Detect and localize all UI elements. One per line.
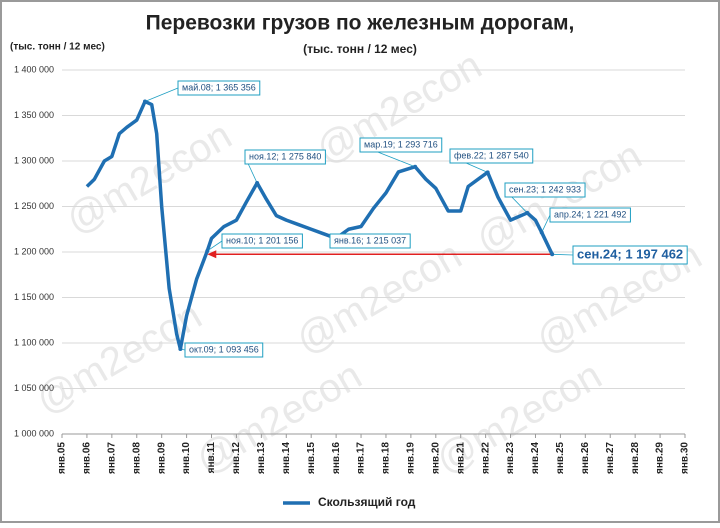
y-axis-label: (тыс. тонн / 12 мес) [10, 42, 105, 53]
annotation-box [221, 233, 303, 249]
y-tick-label: 1 050 000 [14, 383, 54, 393]
x-tick-label: янв.19 [406, 442, 417, 474]
annotation-label: фев.22; 1 287 540 [454, 150, 529, 160]
y-tick-label: 1 400 000 [14, 64, 54, 74]
x-tick-label: янв.15 [306, 442, 317, 474]
annotation-point [255, 180, 260, 185]
x-tick-label: янв.17 [356, 442, 367, 474]
x-tick-label: янв.23 [505, 442, 516, 474]
x-tick-label: янв.07 [106, 442, 117, 474]
annotation-leader [541, 214, 551, 233]
x-tick-label: янв.30 [680, 442, 691, 474]
y-tick-label: 1 200 000 [14, 246, 54, 256]
x-tick-label: янв.25 [555, 442, 566, 474]
y-tick-label: 1 100 000 [14, 337, 54, 347]
x-tick-label: янв.29 [655, 442, 666, 474]
annotation-point [413, 164, 418, 169]
annotation-point [178, 346, 183, 351]
x-tick-label: янв.08 [131, 442, 142, 474]
x-tick-label: янв.13 [256, 442, 267, 474]
annotation-point [485, 170, 490, 175]
annotation-label: май.08; 1 365 356 [182, 82, 256, 92]
annotation-label: окт.09; 1 093 456 [189, 344, 259, 354]
series-line [85, 99, 554, 351]
arrow-head [207, 250, 217, 259]
annotation-leader [552, 253, 574, 256]
y-tick-label: 1 150 000 [14, 292, 54, 302]
x-tick-label: янв.22 [480, 442, 491, 474]
annotation-box [359, 137, 443, 153]
annotation-point [142, 99, 147, 104]
annotation-box [504, 182, 586, 198]
annotation-box [329, 233, 411, 249]
annotation-box [549, 207, 631, 223]
annotation-label: янв.16; 1 215 037 [334, 235, 406, 245]
annotation-box [184, 342, 264, 358]
x-tick-label: янв.18 [381, 442, 392, 474]
x-tick-label: янв.20 [430, 442, 441, 474]
chart-title: Перевозки грузов по железным дорогам, [146, 12, 575, 35]
annotation-box [244, 149, 326, 165]
annotation-leader [144, 87, 179, 102]
x-tick-label: янв.28 [630, 442, 641, 474]
annotation-label: ноя.10; 1 201 156 [226, 235, 298, 245]
y-tick-label: 1 000 000 [14, 428, 54, 438]
y-tick-label: 1 350 000 [14, 110, 54, 120]
annotation-label: мар.19; 1 293 716 [364, 139, 438, 149]
annotation-point [550, 252, 555, 257]
x-tick-label: янв.14 [281, 442, 292, 474]
annotation-label: ноя.12; 1 275 840 [249, 151, 321, 161]
annotation-label: сен.24; 1 197 462 [577, 246, 683, 261]
annotation-label: сен.23; 1 242 933 [509, 184, 581, 194]
x-tick-label: янв.10 [181, 442, 192, 474]
annotation-box [572, 245, 688, 265]
x-tick-label: янв.06 [82, 442, 93, 474]
annotation-point [539, 230, 544, 235]
annotation-point [205, 248, 210, 253]
annotation-point [525, 210, 530, 215]
x-tick-label: янв.27 [605, 442, 616, 474]
annotation-label: апр.24; 1 221 492 [554, 209, 626, 219]
y-tick-label: 1 250 000 [14, 201, 54, 211]
x-tick-label: янв.16 [331, 442, 342, 474]
chart-subtitle: (тыс. тонн / 12 мес) [303, 42, 417, 56]
annotation-leader [207, 240, 223, 252]
x-tick-label: янв.09 [156, 442, 167, 474]
x-tick-label: янв.21 [455, 442, 466, 474]
annotation-box [449, 148, 534, 164]
x-tick-label: янв.24 [530, 442, 541, 474]
legend-label: Скользящий год [318, 495, 416, 509]
y-tick-label: 1 300 000 [14, 155, 54, 165]
annotation-box [177, 80, 261, 96]
x-tick-label: янв.11 [206, 442, 217, 474]
x-tick-label: янв.05 [57, 442, 68, 474]
x-tick-label: янв.12 [231, 442, 242, 474]
x-tick-label: янв.26 [580, 442, 591, 474]
